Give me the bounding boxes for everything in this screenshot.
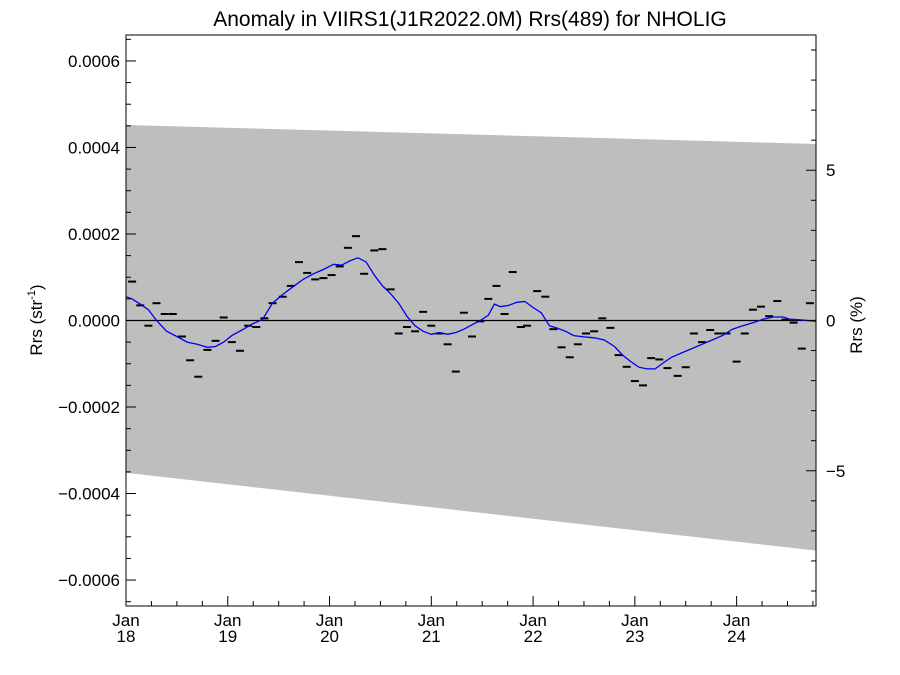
x-tick-year-label: 23 <box>625 627 644 646</box>
x-tick-year-label: 20 <box>320 627 339 646</box>
x-tick-year-label: 21 <box>422 627 441 646</box>
y2-axis-title: Rrs (%) <box>847 296 866 354</box>
uncertainty-band <box>126 124 816 551</box>
y-axis-title: Rrs (str-1) <box>26 284 46 355</box>
y-tick-label: −0.0006 <box>58 571 120 590</box>
y-axis-title-close: ) <box>27 284 46 290</box>
y-tick-label: 0.0004 <box>68 138 120 157</box>
x-tick-month-label: Jan <box>214 611 241 630</box>
y-tick-label: 0.0006 <box>68 52 120 71</box>
bottom-axis-ticks <box>125 596 814 606</box>
y2-tick-label: −5 <box>826 462 845 481</box>
x-tick-month-label: Jan <box>316 611 343 630</box>
left-axis-ticks <box>126 38 136 603</box>
left-axis-tick-labels: 0.0006 0.0004 0.0002 0.0000 −0.0002 −0.0004 −0… <box>58 52 120 590</box>
right-axis-ticks <box>806 49 816 592</box>
y2-tick-label: 5 <box>826 161 835 180</box>
y-axis-title-superscript: -1 <box>26 290 38 300</box>
x-tick-month-label: Jan <box>519 611 546 630</box>
y-axis-title-text: Rrs (str <box>27 300 46 356</box>
x-tick-year-label: 22 <box>524 627 543 646</box>
x-tick-month-label: Jan <box>418 611 445 630</box>
y-tick-label: −0.0004 <box>58 485 120 504</box>
y-tick-label: 0.0000 <box>68 312 120 331</box>
x-tick-month-label: Jan <box>621 611 648 630</box>
x-tick-year-label: 19 <box>218 627 237 646</box>
y-tick-label: −0.0002 <box>58 398 120 417</box>
x-tick-month-label: Jan <box>723 611 750 630</box>
x-tick-year-label: 24 <box>727 627 746 646</box>
right-axis-tick-labels: 5 0 −5 <box>826 161 845 481</box>
chart-title: Anomaly in VIIRS1(J1R2022.0M) Rrs(489) f… <box>213 8 727 31</box>
y-tick-label: 0.0002 <box>68 225 120 244</box>
y2-tick-label: 0 <box>826 312 835 331</box>
x-tick-year-label: 18 <box>117 627 136 646</box>
plot-area <box>125 34 817 607</box>
monthly-anomaly-points <box>128 235 814 387</box>
x-tick-month-label: Jan <box>112 611 139 630</box>
smoothed-anomaly-line <box>125 257 817 370</box>
